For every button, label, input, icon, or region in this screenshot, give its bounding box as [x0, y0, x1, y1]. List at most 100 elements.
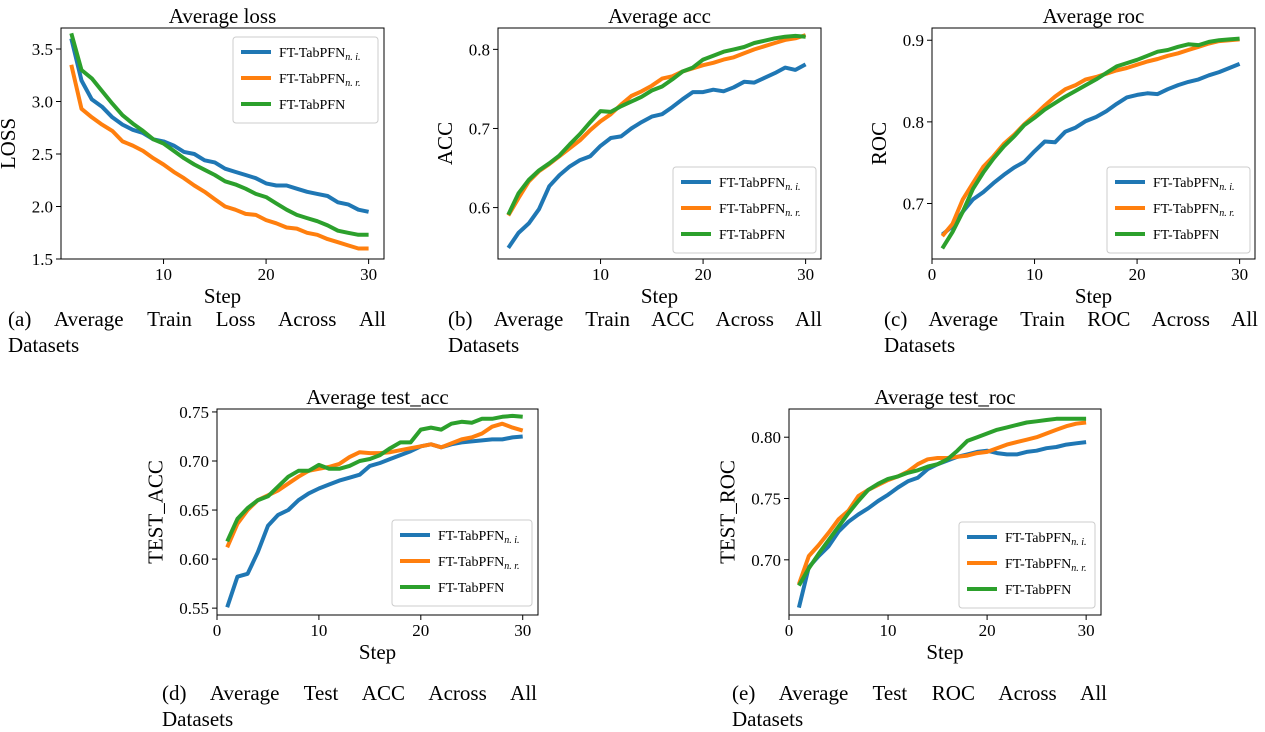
average-roc-legend-label-base-2: FT-TabPFN — [1153, 228, 1219, 243]
average-test-acc-series-ft-tabpfnn-r — [225, 421, 524, 549]
average-loss-legend-label-2: FT-TabPFN — [279, 98, 345, 113]
average-acc-title: Average acc — [608, 4, 711, 28]
average-acc-series-ft-tabpfn — [506, 33, 806, 216]
average-loss-series-ft-tabpfnn-r — [69, 64, 369, 251]
average-test-acc-ytick-label-0-75: 0.75 — [179, 403, 209, 422]
average-roc-legend-label-sub-1: n. r. — [1219, 208, 1234, 219]
caption-c-line1: (c) Average Train ROC Across All — [884, 307, 1258, 331]
average-roc-frame — [931, 27, 1256, 260]
average-loss-ytick-label-1-5: 1.5 — [32, 250, 53, 269]
average-roc-legend-label-1: FT-TabPFNn. r. — [1153, 202, 1234, 219]
average-loss-legend-label-base-2: FT-TabPFN — [279, 98, 345, 113]
caption-b: (b) Average Train ACC Across All Dataset… — [448, 306, 822, 358]
average-test-acc-legend-label-0: FT-TabPFNn. i. — [438, 529, 519, 546]
average-test-acc-legend-label-base-1: FT-TabPFN — [438, 555, 504, 570]
average-test-acc-ytick-label-0-60: 0.60 — [179, 550, 209, 569]
average-roc-xtick-label-0: 0 — [928, 265, 937, 284]
average-acc-legend-label-sub-1: n. r. — [785, 208, 800, 219]
average-roc-legend-label-sub-0: n. i. — [1219, 182, 1234, 193]
average-loss-ytick-label-3-0: 3.0 — [32, 93, 53, 112]
average-test-roc-legend-label-sub-1: n. r. — [1071, 563, 1086, 574]
chart-average-loss: Average loss 10 20 30 1.5 2.0 2.5 3.0 3.5 Step LOS… — [0, 4, 385, 308]
average-roc-legend-box — [1106, 166, 1251, 254]
average-loss-ylabel: LOSS — [0, 118, 20, 169]
average-test-roc-xlabel: Step — [926, 640, 963, 664]
caption-a-line1: (a) Average Train Loss Across All — [8, 307, 386, 331]
average-roc-ytick-label-0-7: 0.7 — [903, 194, 925, 213]
average-roc-legend-label-base-0: FT-TabPFN — [1153, 176, 1219, 191]
average-acc-ytick-label-0-7: 0.7 — [469, 119, 491, 138]
average-loss-xlabel: Step — [204, 284, 241, 308]
average-roc-xlabel: Step — [1075, 284, 1112, 308]
average-roc-series-ft-tabpfn — [940, 36, 1240, 250]
average-roc-ytick-label-0-9: 0.9 — [903, 31, 924, 50]
caption-a: (a) Average Train Loss Across All Datase… — [8, 306, 386, 358]
average-roc-legend-label-base-1: FT-TabPFN — [1153, 202, 1219, 217]
average-test-acc-legend-box — [391, 519, 533, 607]
average-loss-xtick-label-10: 10 — [155, 265, 172, 284]
average-test-acc-xlabel: Step — [359, 640, 396, 664]
average-test-acc-xtick-label-10: 10 — [310, 621, 327, 640]
average-test-roc-title: Average test_roc — [874, 385, 1015, 409]
average-test-acc-legend-label-base-0: FT-TabPFN — [438, 529, 504, 544]
average-test-acc-ylabel: TEST_ACC — [144, 460, 168, 564]
average-test-acc-legend-label-1: FT-TabPFNn. r. — [438, 555, 519, 572]
average-roc-title: Average roc — [1043, 4, 1145, 28]
average-acc-legend-label-2: FT-TabPFN — [719, 228, 785, 243]
caption-e-line2: Datasets — [732, 707, 804, 731]
average-roc-series-ft-tabpfnn-i — [941, 62, 1241, 237]
average-acc-xlabel: Step — [641, 284, 678, 308]
average-test-acc-xtick-label-20: 20 — [412, 621, 429, 640]
average-loss-ytick-label-3-5: 3.5 — [32, 40, 53, 59]
average-loss-legend-box — [232, 36, 379, 124]
average-test-roc-legend-label-0: FT-TabPFNn. i. — [1005, 531, 1086, 548]
average-loss-xtick-label-20: 20 — [258, 265, 275, 284]
average-acc-legend-label-1: FT-TabPFNn. r. — [719, 202, 800, 219]
average-test-acc-ytick-label-0-55: 0.55 — [179, 599, 209, 618]
average-loss-series-ft-tabpfnn-i — [69, 38, 370, 214]
average-acc-legend-label-base-2: FT-TabPFN — [719, 228, 785, 243]
average-roc-xtick-label-10: 10 — [1026, 265, 1043, 284]
average-test-acc-legend-label-sub-0: n. i. — [504, 535, 519, 546]
average-loss-ytick-label-2-0: 2.0 — [32, 198, 53, 217]
average-loss-ytick-label-2-5: 2.5 — [32, 145, 53, 164]
average-acc-legend-box — [672, 166, 817, 254]
average-test-roc-legend-label-2: FT-TabPFN — [1005, 583, 1071, 598]
average-test-roc-xtick-label-0: 0 — [785, 621, 794, 640]
chart-average-test-acc: Average test_acc 0 10 20 30 0.55 0.60 0.65 0.70 0… — [144, 385, 539, 664]
average-loss-legend-label-base-1: FT-TabPFN — [279, 72, 345, 87]
average-test-acc-series-ft-tabpfnn-i — [225, 434, 523, 608]
average-test-acc-xtick-label-0: 0 — [213, 621, 222, 640]
average-test-roc-legend-box — [958, 521, 1096, 609]
caption-c: (c) Average Train ROC Across All Dataset… — [884, 306, 1258, 358]
average-loss-legend-label-base-0: FT-TabPFN — [279, 46, 345, 61]
average-acc-ytick-label-0-6: 0.6 — [469, 199, 490, 218]
average-roc-ylabel: ROC — [867, 122, 891, 165]
caption-c-line2: Datasets — [884, 333, 956, 357]
average-test-roc-xtick-label-20: 20 — [979, 621, 996, 640]
average-test-acc-legend-label-base-2: FT-TabPFN — [438, 581, 504, 596]
average-test-roc-legend-label-1: FT-TabPFNn. r. — [1005, 557, 1086, 574]
average-acc-ylabel: ACC — [433, 122, 457, 165]
average-loss-legend-label-sub-1: n. r. — [345, 78, 360, 89]
caption-d: (d) Average Test ACC Across All Datasets — [162, 680, 537, 732]
caption-d-line2: Datasets — [162, 707, 234, 731]
average-test-roc-legend-label-base-2: FT-TabPFN — [1005, 583, 1071, 598]
average-test-roc-xtick-label-30: 30 — [1078, 621, 1095, 640]
caption-b-line2: Datasets — [448, 333, 520, 357]
average-test-roc-ylabel: TEST_ROC — [716, 460, 740, 564]
average-test-roc-frame — [788, 408, 1102, 616]
chart-average-test-roc: Average test_roc 0 10 20 30 0.70 0.75 0.80 Step T… — [716, 385, 1102, 664]
average-loss-series-ft-tabpfn — [69, 32, 369, 237]
average-loss-legend-label-1: FT-TabPFNn. r. — [279, 72, 360, 89]
average-acc-legend-label-base-1: FT-TabPFN — [719, 202, 785, 217]
average-test-acc-xtick-label-30: 30 — [514, 621, 531, 640]
average-loss-xtick-label-30: 30 — [360, 265, 377, 284]
average-test-acc-ytick-label-0-70: 0.70 — [179, 452, 209, 471]
average-roc-legend-label-2: FT-TabPFN — [1153, 228, 1219, 243]
average-test-roc-legend-label-base-1: FT-TabPFN — [1005, 557, 1071, 572]
average-roc-xtick-label-30: 30 — [1231, 265, 1248, 284]
caption-e: (e) Average Test ROC Across All Datasets — [732, 680, 1107, 732]
average-test-roc-ytick-label-0-70: 0.70 — [751, 551, 781, 570]
